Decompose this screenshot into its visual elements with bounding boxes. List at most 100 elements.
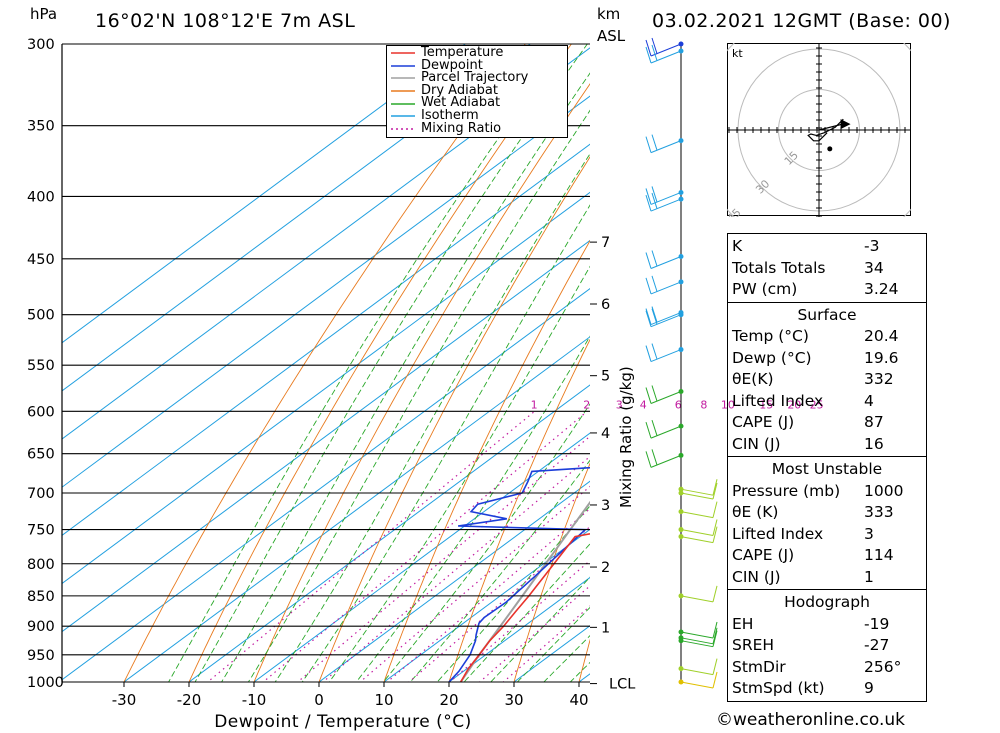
k-index-row: K -3 — [732, 236, 922, 258]
pressure-tick-label: 550 — [27, 358, 55, 374]
stmdir-row: StmDir 256° — [732, 657, 902, 676]
pressure-tick-label: 350 — [27, 119, 55, 135]
mixing-ratio-label: 8 — [700, 398, 707, 411]
height-tick-label: 2 — [601, 560, 610, 576]
pressure-tick-label: 300 — [27, 37, 55, 53]
legend-swatch-icon — [391, 128, 415, 130]
mixing-ratio-label: 25 — [810, 398, 824, 411]
surface-li-row: Lifted Index 4 — [732, 391, 874, 410]
surface-cape-row: CAPE (J) 87 — [732, 413, 884, 431]
surface-cin-row: CIN (J) 16 — [732, 434, 884, 453]
wind-barb — [678, 519, 718, 537]
mixing-ratio-label: 6 — [675, 398, 682, 411]
surface-thetae-row: θE(K) 332 — [732, 370, 894, 388]
wind-barb — [645, 250, 684, 269]
legend-item: Parcel Trajectory — [391, 71, 567, 85]
dry-adiabat-line — [968, 7, 1000, 708]
x-tick-label: 30 — [504, 691, 523, 709]
pw-row: PW (cm) 3.24 — [732, 279, 922, 301]
legend-swatch-icon — [391, 102, 415, 105]
legend-item: Dewpoint — [391, 59, 567, 73]
pressure-tick-label: 400 — [27, 189, 55, 205]
dewpoint-line — [448, 466, 590, 682]
x-tick-label: -10 — [242, 691, 267, 709]
wet-adiabat-line — [355, 335, 590, 682]
mixing-ratio-line — [206, 410, 535, 682]
mixing-ratio-label: 3 — [616, 398, 623, 411]
height-tick-label: LCL — [609, 677, 635, 693]
height-tick-label: 5 — [601, 369, 610, 385]
mixing-ratio-label: 15 — [759, 398, 773, 411]
x-tick-label: 0 — [314, 691, 324, 709]
height-tick-label: 6 — [601, 297, 610, 313]
x-tick-label: 10 — [374, 691, 393, 709]
dry-adiabat-line — [318, 156, 590, 682]
wind-barb — [645, 449, 684, 468]
isotherm-line — [188, 384, 590, 682]
datetime-title: 03.02.2021 12GMT (Base: 00) — [652, 10, 951, 32]
mixing-ratio-label: 2 — [583, 398, 590, 411]
copyright-text: ©weatheronline.co.uk — [716, 710, 906, 730]
wind-barb — [645, 308, 684, 328]
wind-barb — [678, 479, 718, 496]
pressure-tick-label: 450 — [27, 252, 55, 268]
wind-barb — [645, 275, 684, 295]
sreh-row: SREH -27 — [732, 636, 890, 654]
chart-legend: Temperature Dewpoint Parcel Trajectory Dry … — [386, 45, 568, 139]
totals-totals-value: 34 — [864, 258, 884, 277]
totals-totals-row: Totals Totals 34 — [732, 258, 922, 280]
wind-barb — [645, 343, 684, 363]
mu-thetae-row: θE (K) 333 — [732, 503, 894, 521]
most-unstable-title: Most Unstable — [771, 460, 883, 478]
wind-barb — [678, 630, 718, 648]
wind-barb — [678, 482, 718, 500]
legend-swatch-icon — [391, 77, 415, 80]
x-axis-label: Dewpoint / Temperature (°C) — [214, 712, 472, 732]
height-unit-asl: ASL — [597, 27, 626, 45]
mixing-ratio-line — [322, 455, 590, 682]
hodograph-trace — [807, 118, 844, 142]
legend-swatch-icon — [391, 65, 415, 67]
wet-adiabat-line — [463, 543, 590, 682]
mixing-ratio-lines — [206, 410, 590, 682]
legend-item: Temperature — [391, 46, 567, 60]
legend-swatch-icon — [391, 90, 415, 92]
surface-box: Surface Temp (°C) 20.4 Dewp (°C) 19.6 θE(K… — [727, 301, 927, 456]
indices-panel: K -3 Totals Totals 34 PW (cm) 3.24 Surface … — [727, 233, 927, 702]
wet-adiabat-line — [490, 576, 590, 682]
pw-value: 3.24 — [864, 280, 899, 298]
isotherm-line — [62, 44, 467, 344]
storm-motion-vector — [818, 123, 843, 131]
hodograph-ring-label: 45 — [727, 206, 744, 217]
legend-swatch-icon — [391, 52, 415, 55]
isotherm-line — [123, 336, 590, 682]
pressure-tick-label: 750 — [27, 523, 55, 539]
wind-barb — [678, 621, 718, 639]
dry-adiabat-line — [513, 462, 590, 682]
surface-title: Surface — [797, 305, 857, 324]
dry-adiabat-line — [448, 338, 590, 682]
wind-barb — [645, 134, 684, 154]
dry-adiabat-line — [188, 44, 572, 682]
wet-adiabat-line — [301, 204, 590, 682]
wet-adiabat-line — [247, 109, 590, 682]
mu-cape-row: CAPE (J) 114 — [732, 546, 894, 564]
wet-adiabat-line — [194, 44, 588, 682]
wind-barb — [678, 658, 718, 676]
pressure-tick-label: 500 — [27, 308, 55, 324]
pressure-tick-label: 600 — [27, 404, 55, 420]
wet-adiabat-line — [221, 72, 590, 682]
isotherm-line — [448, 576, 590, 682]
parcel-trajectory-line — [459, 500, 590, 682]
pressure-tick-label: 850 — [27, 589, 55, 605]
isotherm-line — [318, 480, 590, 682]
wind-barb — [678, 526, 718, 544]
wind-barb — [645, 44, 684, 64]
isotherm-line — [62, 239, 590, 633]
wet-adiabat-line — [274, 153, 590, 682]
wind-barb — [678, 501, 718, 519]
k-index-value: -3 — [864, 237, 880, 255]
eh-row: EH -19 — [732, 614, 890, 633]
pressure-tick-label: 1000 — [27, 675, 64, 691]
wind-barb — [645, 37, 684, 57]
